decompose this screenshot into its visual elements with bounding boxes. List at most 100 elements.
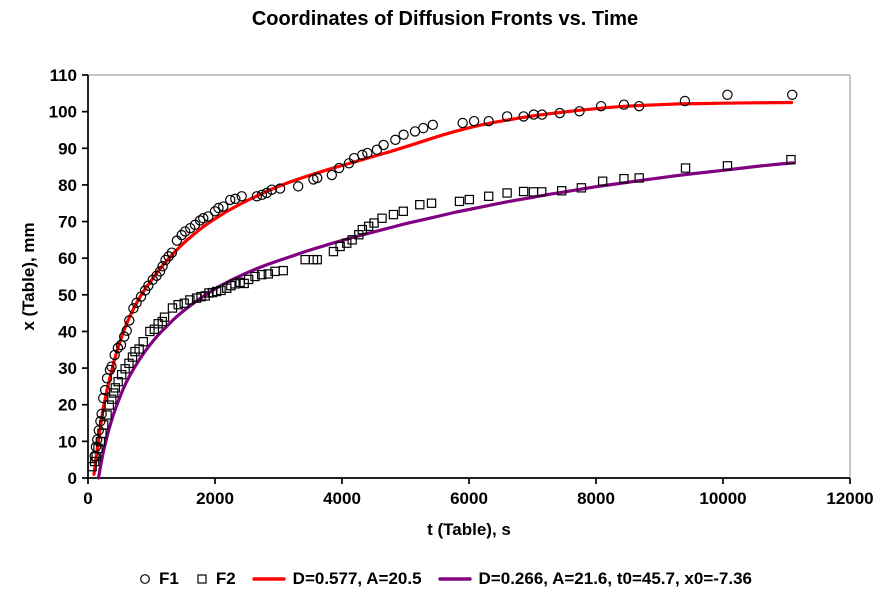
data-point-F1 [679, 95, 691, 107]
data-point-F2 [342, 238, 352, 248]
legend-item-f1: F1 [138, 569, 179, 589]
data-point-F2 [483, 191, 494, 201]
data-point-F2 [454, 196, 465, 207]
data-point-F2 [116, 369, 127, 380]
circle-marker-icon [140, 574, 150, 584]
data-point-F1 [427, 119, 439, 131]
data-point-F2 [107, 394, 117, 404]
data-point-F1 [457, 117, 468, 129]
data-point-F1 [251, 191, 263, 202]
data-point-F1 [128, 303, 139, 314]
data-point-F1 [633, 100, 645, 112]
legend-item-fit2: D=0.266, A=21.6, t0=45.7, x0=-7.36 [437, 569, 752, 589]
x-tick-label: 12000 [826, 489, 873, 508]
data-point-F2 [722, 161, 733, 171]
legend: F1 F2 D=0.577, A=20.5 D=0.266, A=21.6, t… [0, 569, 890, 589]
data-point-F2 [528, 187, 539, 197]
data-point-F1 [528, 109, 539, 120]
data-point-F2 [110, 383, 121, 393]
x-tick-label: 0 [83, 489, 92, 508]
y-tick-label: 10 [58, 432, 77, 451]
data-point-F2 [102, 410, 112, 420]
y-tick-label: 110 [50, 66, 77, 85]
data-point-F1 [209, 206, 221, 217]
data-point-F1 [378, 139, 389, 151]
x-tick-label: 6000 [450, 489, 488, 508]
data-point-F1 [261, 187, 272, 199]
data-point-F1 [176, 229, 187, 241]
data-point-F1 [574, 106, 585, 117]
data-point-F2 [537, 187, 547, 197]
data-point-F2 [93, 443, 103, 454]
data-point-F1 [333, 162, 345, 174]
y-tick-label: 80 [58, 176, 77, 195]
data-point-F2 [335, 241, 345, 252]
y-tick-label: 60 [58, 249, 77, 268]
data-point-F1 [154, 266, 166, 277]
data-point-F2 [518, 186, 529, 197]
data-point-F2 [278, 265, 288, 276]
data-point-F2 [179, 298, 189, 308]
data-point-F1 [171, 235, 183, 246]
data-point-F1 [398, 129, 409, 140]
data-point-F2 [576, 183, 587, 193]
data-point-F1 [390, 134, 401, 146]
data-point-F2 [300, 254, 310, 265]
data-point-F1 [124, 315, 135, 326]
data-point-F1 [194, 215, 206, 226]
data-point-F2 [464, 194, 475, 205]
data-point-F1 [501, 111, 513, 122]
x-tick-label: 2000 [196, 489, 234, 508]
data-point-F2 [354, 230, 364, 240]
data-point-F1 [595, 100, 607, 112]
x-tick-label: 10000 [699, 489, 746, 508]
data-point-F2 [363, 221, 374, 232]
data-point-F2 [357, 224, 368, 235]
data-point-F1 [536, 109, 548, 120]
data-point-F2 [159, 312, 170, 322]
data-point-F2 [104, 400, 114, 410]
y-tick-label: 50 [58, 286, 77, 305]
y-tick-label: 20 [58, 396, 77, 415]
data-point-F2 [250, 271, 260, 282]
data-point-F1 [256, 189, 268, 201]
data-point-F2 [138, 337, 148, 347]
data-point-F1 [618, 99, 630, 110]
data-point-F2 [127, 352, 138, 362]
x-tick-label: 4000 [323, 489, 361, 508]
fit-curve-1 [92, 100, 794, 476]
data-point-F2 [173, 300, 183, 310]
legend-label-fit1: D=0.577, A=20.5 [292, 569, 422, 588]
data-point-F1 [163, 251, 174, 262]
data-point-F2 [98, 420, 109, 430]
data-point-F2 [557, 186, 567, 196]
data-point-F1 [236, 191, 247, 202]
data-point-F2 [312, 254, 322, 265]
y-tick-label: 40 [58, 322, 77, 341]
data-point-F2 [216, 285, 226, 296]
y-tick-label: 70 [58, 213, 77, 232]
data-point-F2 [398, 206, 408, 216]
data-point-F2 [377, 213, 387, 223]
data-point-F1 [418, 122, 429, 134]
data-point-F1 [203, 211, 214, 222]
data-point-F2 [167, 303, 178, 313]
data-point-F2 [87, 461, 97, 472]
data-point-F1 [213, 202, 224, 214]
legend-label-f1: F1 [158, 569, 179, 588]
purple-line-icon [437, 577, 472, 581]
data-point-F1 [266, 184, 278, 195]
data-point-F1 [362, 147, 373, 159]
data-point-F2 [113, 376, 123, 387]
data-point-F1 [326, 169, 338, 181]
y-tick-label: 90 [58, 139, 77, 158]
data-point-F2 [109, 388, 119, 398]
data-point-F1 [118, 331, 130, 342]
legend-label-fit2: D=0.266, A=21.6, t0=45.7, x0=-7.36 [478, 569, 752, 588]
data-point-F2 [256, 269, 267, 280]
y-tick-label: 100 [49, 103, 77, 122]
data-point-F1 [787, 89, 798, 100]
data-point-F1 [121, 325, 132, 336]
data-point-F2 [347, 235, 357, 245]
